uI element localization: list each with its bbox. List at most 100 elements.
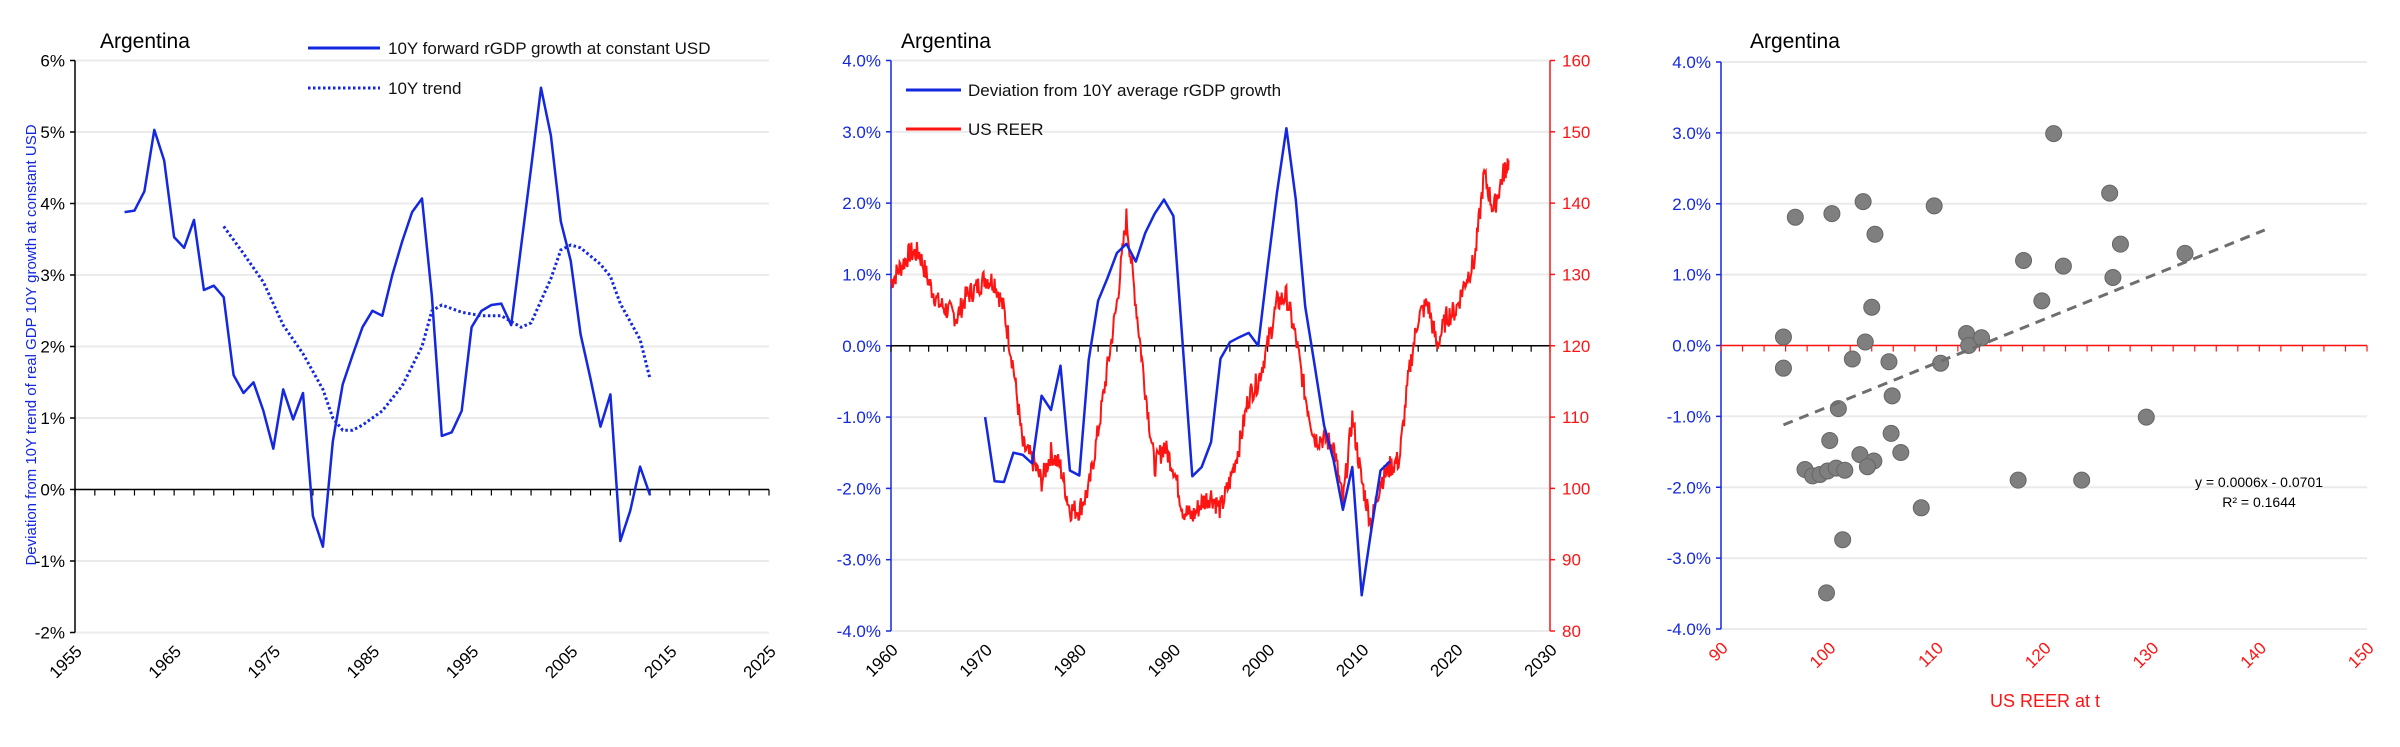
x-tick-label: 100 — [1806, 638, 1839, 671]
x-tick-label: 1955 — [46, 642, 86, 682]
y2-tick-label: 80 — [1562, 622, 1581, 641]
scatter-point — [1856, 333, 1874, 351]
legend-label: Deviation from 10Y average rGDP growth — [968, 81, 1281, 100]
scatter-point — [1851, 446, 1869, 464]
y-tick-label: 1.0% — [1672, 266, 1711, 285]
legend: Deviation from 10Y average rGDP growth U… — [906, 81, 1281, 139]
y-tick-label: -2% — [35, 624, 65, 643]
y-tick-label: -1.0% — [1667, 407, 1711, 426]
y-tick-label: 4.0% — [842, 52, 881, 71]
scatter-point — [1774, 359, 1792, 377]
x-tick-label: 140 — [2237, 638, 2270, 671]
trendline — [1782, 228, 2266, 427]
scatter-point — [1836, 461, 1854, 479]
y-axis-title: Deviation from 10Y trend of real GDP 10Y… — [23, 124, 40, 565]
trendline-r2: R² = 0.1644 — [2222, 494, 2296, 510]
x-tick-label: 1965 — [145, 642, 185, 682]
y-tick-label: 3% — [40, 266, 65, 285]
scatter-point — [1882, 424, 1900, 442]
x-tick-label: 1980 — [1050, 640, 1090, 680]
y-tick-label: 0.0% — [842, 337, 881, 356]
scatter-point — [1866, 225, 1884, 243]
y2-tick-label: 110 — [1562, 408, 1589, 427]
scatter-point — [1786, 208, 1804, 226]
x-tick-label: 2025 — [740, 642, 780, 682]
scatter-point — [2101, 184, 2119, 202]
x-tick-label: 1975 — [244, 642, 284, 682]
x-tick-label: 2005 — [541, 642, 581, 682]
chart-title: Argentina — [100, 30, 190, 53]
y-tick-label: 3.0% — [842, 123, 881, 142]
x-tick-label: 1960 — [862, 640, 902, 680]
y-tick-label: 4.0% — [1672, 53, 1711, 72]
y-tick-label: -1% — [35, 552, 65, 571]
y-tick-label: -4.0% — [1667, 620, 1711, 639]
y-tick-label: 1% — [40, 409, 65, 428]
x-axis-title: US REER at t — [1990, 691, 2100, 711]
x-tick-label: 2015 — [641, 642, 681, 682]
chart-title: Argentina — [901, 30, 991, 53]
us-reer-line — [890, 158, 1510, 533]
legend-label: 10Y trend — [388, 79, 461, 98]
y2-tick-label: 150 — [1562, 123, 1590, 142]
scatter-point — [1843, 350, 1861, 368]
y-tick-label: -3.0% — [1667, 549, 1711, 568]
y-tick-label: 3.0% — [1672, 124, 1711, 143]
trendline-equation: y = 0.0006x - 0.0701 — [2195, 474, 2323, 490]
y2-tick-label: 100 — [1562, 479, 1590, 498]
scatter-point — [2104, 268, 2122, 286]
x-tick-label: 1990 — [1144, 640, 1184, 680]
y-tick-label: 2.0% — [842, 194, 881, 213]
scatter-point — [1892, 444, 1910, 462]
y-tick-label: 2% — [40, 338, 65, 357]
x-tick-label: 2020 — [1427, 640, 1467, 680]
y-tick-label: 0.0% — [1672, 337, 1711, 356]
y-tick-label: -3.0% — [837, 551, 881, 570]
scatter-point — [2045, 125, 2063, 143]
chart-forward-growth: Argentina -2% -1% 0% 1% 2% 3% 4% 5% 6% 1955 1965 19… — [35, 30, 780, 682]
scatter-point — [2015, 251, 2033, 269]
scatter-point — [2009, 471, 2027, 489]
scatter-point — [1883, 387, 1901, 405]
forward-growth-line — [124, 86, 652, 548]
legend-label: 10Y forward rGDP growth at constant USD — [388, 39, 711, 58]
scatter-point — [1818, 584, 1836, 602]
x-tick-label: 1995 — [442, 642, 482, 682]
y2-tick-label: 140 — [1562, 194, 1590, 213]
y2-tick-label: 130 — [1562, 265, 1590, 284]
x-tick-label: 1970 — [956, 640, 996, 680]
scatter-point — [1834, 531, 1852, 549]
y-tick-label: 4% — [40, 195, 65, 214]
scatter-point — [1774, 328, 1792, 346]
y-tick-label: 6% — [40, 52, 65, 71]
scatter-point — [2054, 257, 2072, 275]
legend: 10Y forward rGDP growth at constant USD … — [308, 39, 711, 98]
x-tick-label: 2000 — [1238, 640, 1278, 680]
y-tick-label: -1.0% — [837, 408, 881, 427]
chart-scatter: Argentina -4.0% -3.0% -2.0% -1.0% 0.0% 1.0% 2.… — [23, 30, 2378, 711]
y-tick-label: 5% — [40, 123, 65, 142]
scatter-point — [1821, 431, 1839, 449]
scatter-point — [1925, 197, 1943, 215]
scatter-point — [1854, 193, 1872, 211]
scatter-point — [1858, 458, 1876, 476]
x-tick-label: 90 — [1705, 638, 1732, 665]
y2-tick-label: 160 — [1562, 52, 1590, 71]
y-tick-label: -2.0% — [1667, 478, 1711, 497]
scatter-point — [2176, 244, 2194, 262]
scatter-point — [2111, 235, 2129, 253]
scatter-point — [1912, 499, 1930, 517]
y-tick-label: -4.0% — [837, 622, 881, 641]
x-tick-label: 110 — [1915, 638, 1948, 671]
x-tick-label: 2010 — [1332, 640, 1372, 680]
x-tick-label: 130 — [2129, 638, 2162, 671]
chart-deviation-vs-reer: Argentina -4.0% -3.0% -2.0% -1.0% 0.0% 1.0% 2.… — [837, 30, 1591, 681]
chart-title: Argentina — [1750, 30, 1840, 53]
scatter-point — [1863, 298, 1881, 316]
y-tick-label: 2.0% — [1672, 195, 1711, 214]
y2-tick-label: 90 — [1562, 551, 1581, 570]
scatter-point — [1973, 329, 1991, 347]
y2-tick-label: 120 — [1562, 337, 1590, 356]
scatter-point — [2033, 292, 2051, 310]
